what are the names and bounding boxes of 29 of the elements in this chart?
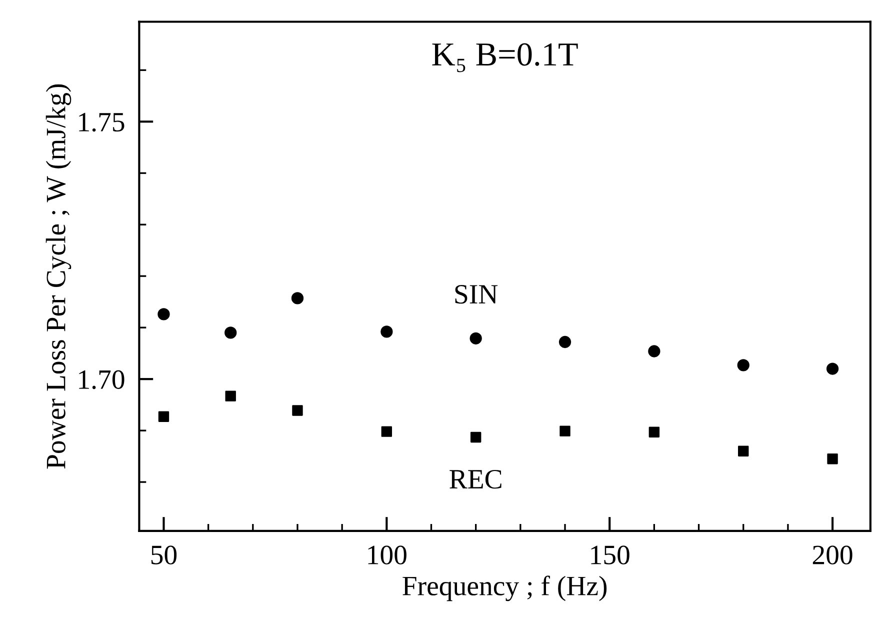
point	[381, 426, 392, 437]
x-tick-label: 150	[591, 546, 630, 564]
series-label: SIN	[455, 285, 498, 304]
point	[470, 432, 482, 443]
point	[648, 426, 660, 438]
x-tick-label: 100	[368, 546, 406, 564]
point	[826, 362, 839, 375]
x-tick-label: 50	[151, 546, 177, 564]
point	[224, 326, 237, 339]
point	[225, 390, 236, 402]
x-tick-label: 200	[812, 546, 852, 564]
y-tick-label: 1.75	[79, 112, 124, 132]
point	[470, 332, 482, 344]
point	[558, 336, 572, 348]
point	[738, 446, 749, 456]
point	[380, 326, 393, 338]
point	[292, 405, 303, 416]
text: K₅ B=0.1T	[432, 43, 578, 72]
point	[827, 454, 838, 464]
point	[737, 359, 750, 372]
point	[158, 411, 170, 422]
x-axis-title: Frequency ; f (Hz)	[402, 576, 607, 602]
series-label: REC	[450, 470, 502, 489]
point	[158, 308, 170, 320]
y-axis-title: Power Loss Per Cycle ; W (mJ/kg)	[46, 84, 72, 469]
point	[648, 345, 660, 358]
y-tick-label: 1.70	[79, 370, 124, 390]
point	[291, 292, 304, 304]
point	[560, 426, 570, 436]
